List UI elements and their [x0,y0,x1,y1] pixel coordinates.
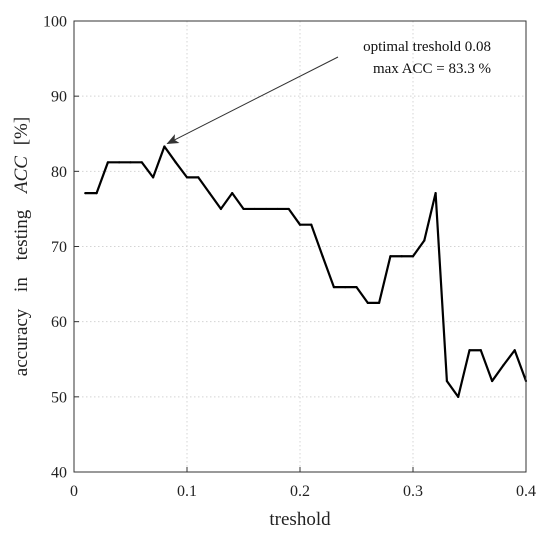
y-tick-label: 80 [51,164,67,181]
y-tick-label: 50 [51,389,67,406]
y-axis-label-math: ACC [11,156,32,195]
data-point [95,192,98,195]
data-point [208,192,211,195]
data-point [253,207,256,211]
y-tick-label: 60 [51,314,67,331]
x-tick-label: 0.1 [177,483,197,500]
data-point [445,379,448,383]
data-point [502,364,505,367]
data-point [219,207,222,211]
y-tick-label: 90 [51,89,67,106]
data-point [468,349,471,352]
grid-lines [73,20,527,473]
data-point [197,176,200,179]
data-point [389,255,392,258]
data-point [140,161,143,164]
x-tick-label: 0.4 [516,483,536,500]
data-point [231,192,234,195]
data-point [174,161,177,164]
data-point [321,255,324,258]
accuracy-line [85,145,528,398]
data-point [185,176,189,179]
data-point [106,161,109,164]
data-point [479,349,482,352]
annotation-optimal-threshold: optimal treshold 0.08 [363,39,491,55]
data-point [400,255,403,258]
x-tick-label: 0.3 [403,483,423,500]
data-point [332,285,335,289]
x-tick-label: 0.2 [290,483,310,500]
data-point [276,207,279,211]
data-point [366,301,369,304]
data-point [163,145,166,148]
y-axis-label-unit: [%] [11,117,32,145]
data-point [355,285,358,289]
data-point [423,239,426,242]
data-point [378,301,381,304]
y-axis-label-word-3: testing [11,209,32,260]
tick-labels: 0 0.1 0.2 0.3 0.4 40 50 60 70 80 90 100 [43,14,536,501]
annotation-max-acc: max ACC = 83.3 % [373,61,491,77]
y-tick-label: 40 [51,465,67,482]
data-point [287,207,290,211]
data-point [344,285,347,289]
data-point [434,192,437,195]
y-axis-label-word-2: in [11,277,32,292]
y-axis-label: accuracy in testing ACC [%] [11,117,32,376]
data-point [265,207,268,211]
data-points [84,145,528,398]
data-point [491,379,494,383]
data-point [457,395,460,398]
data-point [152,176,155,179]
y-tick-label: 100 [43,14,67,31]
data-point [411,255,415,258]
y-axis-label-word-1: accuracy [11,308,32,376]
data-point [84,192,87,195]
annotation-arrow [166,56,339,144]
data-point [242,207,245,211]
data-point [298,223,302,226]
data-point [310,223,313,226]
y-tick-label: 70 [51,239,67,256]
plot-frame [73,20,527,473]
data-point [118,161,121,164]
data-point [129,161,132,164]
x-axis-label: treshold [269,509,331,530]
data-point [513,349,516,352]
x-tick-label: 0 [70,483,78,500]
